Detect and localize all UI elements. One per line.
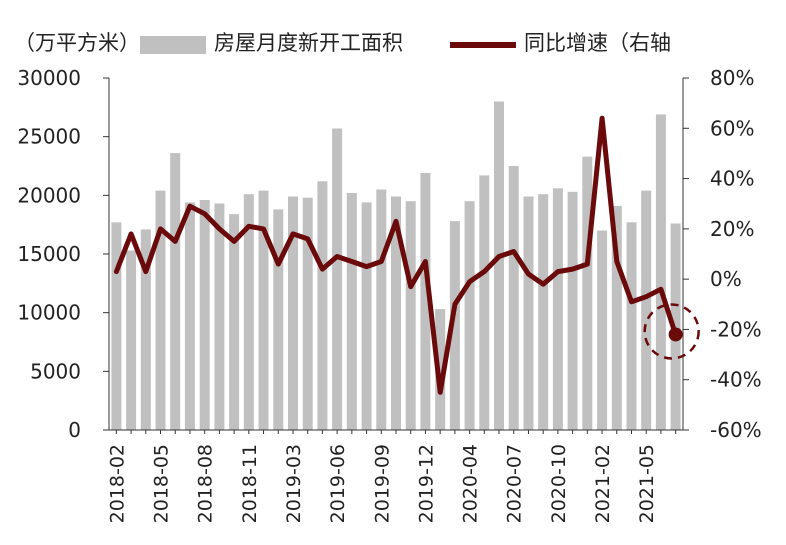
- left-tick-label: 30000: [17, 66, 81, 90]
- bar: [508, 166, 519, 430]
- right-tick-label: 80%: [710, 66, 754, 90]
- x-tick-label: 2020-07: [504, 444, 526, 523]
- bar: [288, 196, 298, 430]
- bar: [317, 181, 328, 430]
- bar: [258, 190, 269, 430]
- bar: [582, 156, 593, 430]
- bar: [597, 230, 608, 430]
- axes: 0 5000 10000 15000 20000 25000 30000 -60% -40% -2…: [17, 66, 761, 523]
- bar: [626, 222, 637, 430]
- bar: [214, 203, 225, 430]
- bar: [464, 201, 475, 430]
- bar: [567, 191, 578, 430]
- x-tick-label: 2018-05: [151, 444, 173, 523]
- bar: [538, 194, 549, 430]
- line-series: [113, 115, 700, 395]
- right-tick-label: 20%: [710, 217, 754, 241]
- x-tick-label: 2018-11: [239, 444, 261, 523]
- bar: [346, 193, 357, 430]
- bar: [655, 114, 666, 431]
- x-tick-label: 2019-12: [415, 444, 437, 523]
- right-tick-label: -20%: [710, 317, 762, 341]
- right-tick-label: 0%: [710, 267, 742, 291]
- left-tick-label: 20000: [17, 183, 81, 207]
- x-tick-label: 2020-10: [548, 444, 570, 523]
- x-tick-label: 2021-02: [592, 444, 614, 523]
- growth-rate-line: [113, 115, 679, 395]
- bar: [479, 175, 490, 430]
- bar: [229, 214, 240, 430]
- bar: [523, 196, 534, 430]
- bar: [332, 128, 343, 430]
- bar: [420, 173, 431, 430]
- bar: [126, 250, 137, 430]
- bar: [405, 201, 416, 430]
- bar: [111, 222, 122, 430]
- bar: [435, 309, 446, 430]
- right-tick-label: 60%: [710, 116, 754, 140]
- bar: [155, 190, 166, 430]
- left-tick-label: 5000: [30, 359, 81, 383]
- highlight-circle: [643, 303, 700, 360]
- legend-bar-swatch: [140, 36, 206, 54]
- bar: [243, 194, 254, 430]
- x-tick-label: 2021-05: [636, 444, 658, 523]
- bar-series: [111, 101, 681, 431]
- right-tick-label: 40%: [710, 167, 754, 191]
- bar: [361, 202, 372, 430]
- x-tick-label: 2019-09: [371, 444, 393, 523]
- left-tick-label: 15000: [17, 242, 81, 266]
- latest-point-marker: [668, 327, 683, 342]
- left-axis-unit-label: （万平方米）: [14, 31, 140, 55]
- left-tick-label: 10000: [17, 301, 81, 325]
- bar: [611, 205, 622, 430]
- x-tick-label: 2019-03: [283, 444, 305, 523]
- bar: [449, 221, 460, 430]
- right-tick-label: -60%: [710, 418, 762, 442]
- right-tick-label: -40%: [710, 368, 762, 392]
- bar: [641, 190, 652, 430]
- left-tick-label: 25000: [17, 125, 81, 149]
- bar: [199, 200, 210, 430]
- left-tick-label: 0: [68, 418, 81, 442]
- bar: [184, 202, 195, 430]
- legend-line-label: 同比增速（右轴: [524, 31, 671, 55]
- x-tick-label: 2018-02: [106, 444, 128, 523]
- bar: [552, 188, 563, 430]
- bar: [391, 196, 401, 430]
- bar: [376, 189, 387, 430]
- x-tick-label: 2019-06: [327, 444, 349, 523]
- bar: [494, 101, 504, 430]
- bar: [170, 153, 181, 430]
- x-tick-label: 2018-08: [195, 444, 217, 523]
- x-tick-label: 2020-04: [460, 444, 482, 523]
- bar: [140, 229, 151, 430]
- bar: [273, 209, 284, 430]
- legend-bar-label: 房屋月度新开工面积: [214, 31, 403, 55]
- bar: [302, 197, 313, 430]
